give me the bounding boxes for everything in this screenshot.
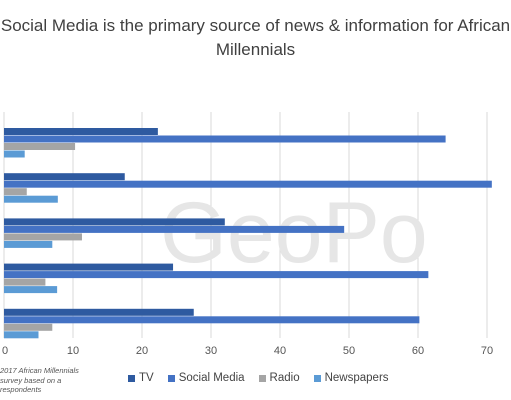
bar-social-media <box>4 316 420 324</box>
survey-note-line: respondents <box>0 385 42 394</box>
x-axis-ticks: 0 10 20 30 40 50 60 70 <box>2 345 493 357</box>
bar-newspapers <box>4 150 25 158</box>
legend-swatch <box>313 374 321 382</box>
bar-social-media <box>4 271 429 279</box>
bar-newspapers <box>4 195 58 203</box>
bar-newspapers <box>4 331 39 339</box>
legend-item: Social Media <box>167 372 245 384</box>
bar-newspapers <box>4 240 53 248</box>
bar-social-media <box>4 180 492 188</box>
bar-radio <box>4 323 53 331</box>
legend-label: Radio <box>269 372 300 384</box>
x-tick-label: 50 <box>343 345 355 357</box>
bar-radio <box>4 143 76 150</box>
bar-tv <box>4 218 225 226</box>
bar-tv <box>4 128 158 135</box>
x-tick-label: 20 <box>136 345 148 357</box>
x-tick-label: 70 <box>481 345 493 357</box>
legend-item: Newspapers <box>313 372 389 384</box>
legend-item: TV <box>128 372 154 384</box>
bar-tv <box>4 173 125 181</box>
bar-tv <box>4 308 194 316</box>
bar-social-media <box>4 135 446 143</box>
legend-label: TV <box>139 372 154 384</box>
bar-radio <box>4 233 82 241</box>
legend-swatch <box>128 374 135 382</box>
chart-title: Social Media is the primary source of ne… <box>0 16 511 59</box>
x-tick-label: 0 <box>2 345 8 357</box>
bar-newspapers <box>4 286 58 294</box>
x-tick-label: 30 <box>205 345 217 357</box>
survey-note-line: 2017 African Millennials <box>0 366 79 375</box>
bar-radio <box>4 278 46 286</box>
bar-radio <box>4 188 27 196</box>
legend-swatch <box>167 374 175 382</box>
x-tick-label: 60 <box>412 345 424 357</box>
bar-tv <box>4 263 174 271</box>
legend: TV Social Media Radio Newspapers <box>128 372 389 384</box>
x-tick-label: 40 <box>274 345 286 357</box>
legend-label: Social Media <box>178 372 245 384</box>
legend-label: Newspapers <box>324 372 389 384</box>
x-tick-label: 10 <box>67 345 79 357</box>
watermark: GeoPo <box>160 185 428 281</box>
bars <box>4 128 492 339</box>
bar-social-media <box>4 225 345 233</box>
legend-item: Radio <box>258 372 300 384</box>
legend-swatch <box>258 374 266 382</box>
survey-note: 2017 African Millennials survey based on… <box>0 366 120 395</box>
survey-note-line: survey based on a <box>0 375 62 385</box>
